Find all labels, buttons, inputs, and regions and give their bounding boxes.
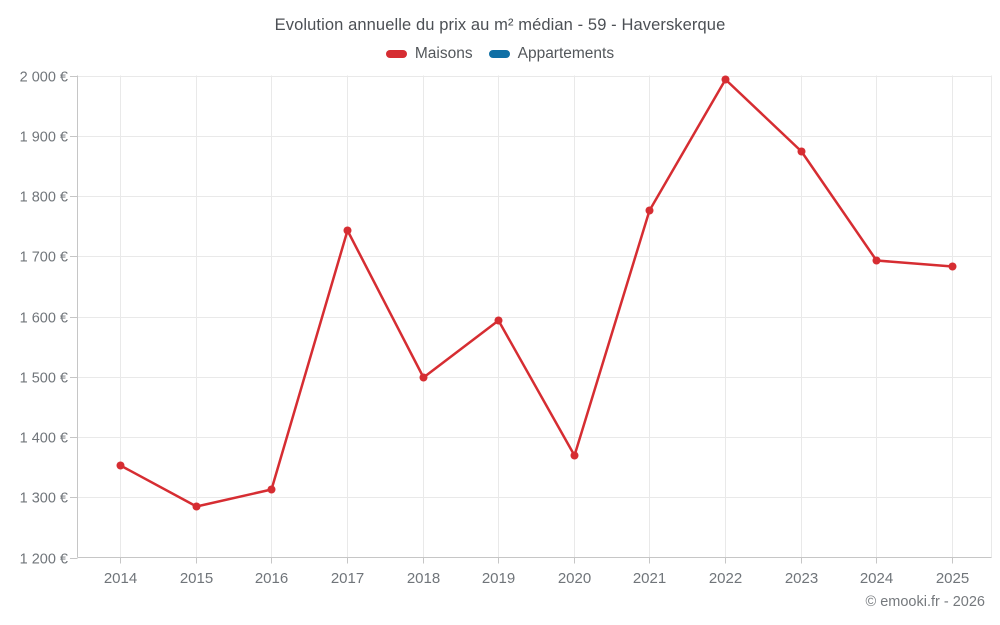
- maisons-data-point-2023[interactable]: [797, 147, 806, 156]
- x-axis-label: 2020: [558, 570, 591, 587]
- legend-label-maisons: Maisons: [414, 45, 473, 62]
- x-axis-label: 2015: [180, 570, 213, 587]
- y-axis-label: 1 400 €: [20, 431, 68, 447]
- x-axis-label: 2025: [936, 570, 969, 587]
- x-axis-label: 2024: [860, 570, 893, 587]
- x-axis-label: 2021: [633, 570, 666, 587]
- legend-item-maisons[interactable]: Maisons: [385, 45, 473, 63]
- x-axis-label: 2019: [482, 570, 515, 587]
- maisons-data-point-2019[interactable]: [494, 316, 503, 325]
- legend-item-appartements[interactable]: Appartements: [488, 45, 615, 63]
- x-axis-label: 2022: [709, 570, 742, 587]
- x-axis-label: 2014: [104, 570, 137, 587]
- x-axis-label: 2016: [255, 570, 288, 587]
- y-axis-label: 1 600 €: [20, 311, 68, 327]
- y-axis-label: 1 200 €: [20, 552, 68, 568]
- maisons-data-point-2025[interactable]: [948, 262, 957, 271]
- maisons-data-point-2022[interactable]: [721, 75, 730, 84]
- maisons-data-point-2021[interactable]: [645, 206, 654, 215]
- copyright-footer: © emooki.fr - 2026: [865, 594, 985, 610]
- maisons-data-point-2015[interactable]: [192, 502, 201, 511]
- maisons-data-point-2016[interactable]: [267, 485, 276, 494]
- y-axis-label: 2 000 €: [20, 70, 68, 86]
- y-axis-label: 1 900 €: [20, 130, 68, 146]
- x-axis-label: 2018: [407, 570, 440, 587]
- appartements-swatch-icon: [488, 50, 510, 58]
- x-axis-label: 2017: [331, 570, 364, 587]
- y-axis-label: 1 800 €: [20, 190, 68, 206]
- y-axis-label: 1 300 €: [20, 491, 68, 507]
- legend-label-appartements: Appartements: [517, 45, 615, 62]
- y-axis-label: 1 500 €: [20, 371, 68, 387]
- maisons-data-point-2014[interactable]: [116, 461, 125, 470]
- maisons-swatch-icon: [385, 50, 407, 58]
- maisons-data-point-2018[interactable]: [419, 373, 428, 382]
- legend: Maisons Appartements: [0, 45, 1000, 63]
- x-axis-label: 2023: [785, 570, 818, 587]
- maisons-data-point-2024[interactable]: [872, 256, 881, 265]
- maisons-data-point-2020[interactable]: [570, 451, 579, 460]
- chart-title: Evolution annuelle du prix au m² médian …: [274, 16, 726, 34]
- maisons-data-point-2017[interactable]: [343, 226, 352, 235]
- maisons-series-line: [119, 78, 954, 508]
- y-axis-label: 1 700 €: [20, 250, 68, 266]
